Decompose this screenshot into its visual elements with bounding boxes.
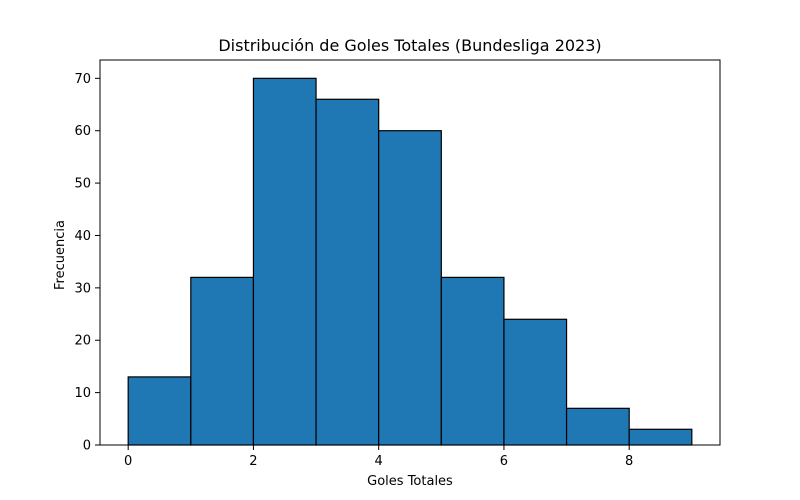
histogram-bar-0	[127, 376, 192, 446]
histogram-bar-8	[628, 428, 693, 446]
y-tick-label-6: 60	[74, 124, 91, 139]
y-tick-label-1: 10	[74, 386, 91, 401]
y-axis-label: Frecuencia	[53, 220, 68, 290]
y-tick-label-3: 30	[74, 281, 91, 296]
y-tick-label-7: 70	[74, 72, 91, 87]
axes-layer: 0 2 4 6 8 0 10 20 30 40 50 60 70	[74, 59, 721, 469]
histogram-bar-2	[252, 77, 317, 446]
x-axis-label: Goles Totales	[367, 474, 453, 489]
histogram-bar-4	[378, 130, 442, 446]
x-tick-label-3: 6	[500, 454, 508, 469]
y-tick-label-0: 0	[83, 439, 91, 454]
x-tick-label-1: 2	[249, 454, 257, 469]
histogram-bar-7	[565, 407, 630, 446]
chart-title: Distribución de Goles Totales (Bundeslig…	[218, 36, 601, 55]
histogram-bar-3	[315, 98, 380, 446]
y-tick-label-2: 20	[74, 334, 91, 349]
histogram-bar-1	[190, 276, 255, 446]
x-tick-label-4: 8	[625, 454, 633, 469]
histogram-bar-6	[503, 318, 568, 446]
y-tick-label-5: 50	[74, 177, 91, 192]
x-tick-label-2: 4	[375, 454, 383, 469]
x-tick-label-0: 0	[124, 454, 132, 469]
plot-frame	[99, 59, 721, 446]
bars-layer	[127, 77, 693, 446]
histogram-bar-5	[440, 276, 505, 446]
y-tick-label-4: 40	[74, 229, 91, 244]
